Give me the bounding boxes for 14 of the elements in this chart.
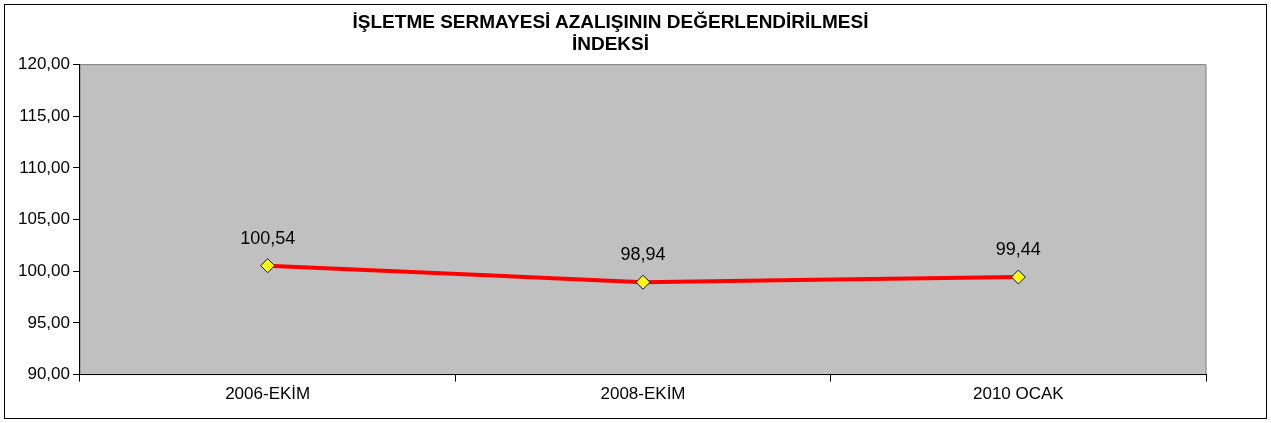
x-tick-label: 2008-EKİM [600, 384, 686, 404]
data-label: 100,54 [240, 227, 296, 248]
x-tick-label: 2006-EKİM [225, 384, 311, 404]
y-tick-label: 90,00 [27, 364, 70, 384]
y-tick-label: 100,00 [18, 260, 70, 280]
x-tick-label: 2010 OCAK [972, 384, 1065, 404]
data-label: 99,44 [995, 239, 1041, 260]
chart-title: İŞLETME SERMAYESİ AZALIŞININ DEĞERLENDİRİLMESİ İNDEKSİ [352, 10, 869, 55]
y-tick-label: 95,00 [27, 312, 70, 332]
data-label: 98,94 [620, 244, 666, 265]
y-tick-label: 110,00 [19, 157, 70, 177]
y-tick-label: 115,00 [19, 105, 70, 125]
y-tick-label: 120,00 [18, 54, 70, 74]
y-tick-label: 105,00 [18, 209, 70, 229]
